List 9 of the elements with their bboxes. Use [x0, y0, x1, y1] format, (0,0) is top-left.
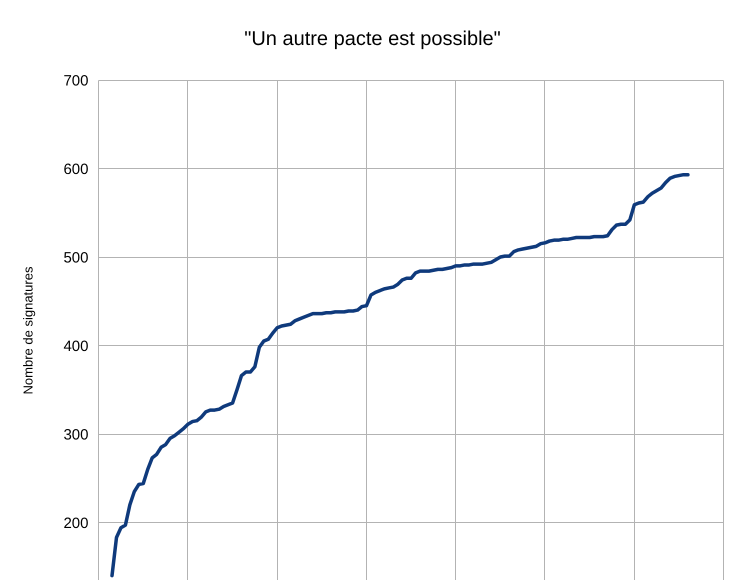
y-tick-label: 600 [63, 160, 88, 178]
y-tick-label: 500 [63, 249, 88, 266]
y-tick-label: 300 [63, 426, 88, 444]
chart-title: "Un autre pacte est possible" [244, 28, 501, 50]
y-tick-label: 700 [63, 72, 88, 90]
y-tick-label: 200 [63, 514, 88, 532]
y-tick-label: 400 [63, 338, 88, 355]
line-series [110, 172, 690, 578]
y-axis-title: Nombre de signatures [20, 266, 36, 394]
